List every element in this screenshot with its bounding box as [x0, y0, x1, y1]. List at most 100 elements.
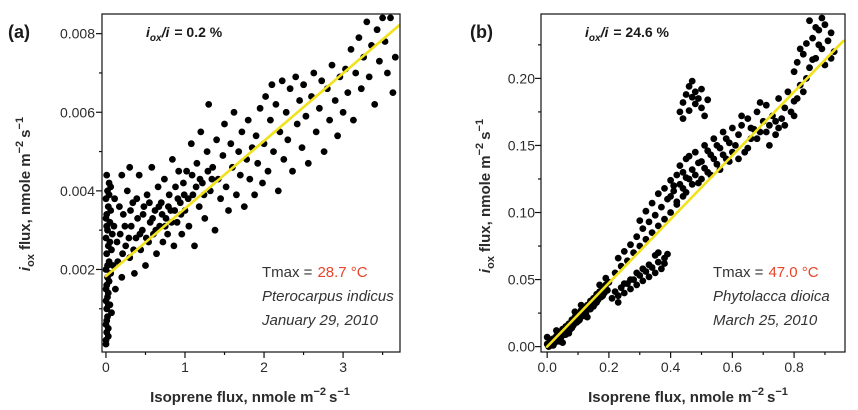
data-point: [154, 183, 162, 191]
data-point: [148, 163, 156, 171]
data-point: [191, 242, 198, 250]
data-point: [217, 195, 225, 203]
data-point: [812, 24, 820, 31]
data-point: [599, 292, 607, 300]
data-point: [614, 292, 622, 300]
data-point: [633, 233, 641, 241]
data-point: [102, 215, 110, 222]
data-point: [704, 147, 712, 155]
data-point: [262, 93, 269, 100]
data-point: [376, 57, 383, 65]
data-point: [111, 195, 118, 203]
data-point: [790, 68, 798, 76]
y-axis-label: iox flux, nmole m−2 s−1: [14, 117, 37, 271]
y-tick-label: 0.004: [60, 183, 95, 199]
data-point: [267, 116, 274, 124]
data-point: [310, 69, 318, 77]
data-point: [320, 148, 328, 156]
data-point: [756, 99, 764, 106]
y-axis-label-var-subscript: ox: [485, 255, 497, 269]
y-tick-label: 0.006: [60, 104, 95, 120]
data-point: [355, 34, 363, 41]
data-point: [292, 73, 300, 81]
data-point: [318, 77, 326, 85]
data-point: [178, 230, 186, 238]
data-point: [722, 135, 730, 143]
data-point: [102, 285, 110, 293]
data-point: [180, 179, 187, 187]
data-point: [799, 88, 807, 96]
data-point: [729, 124, 736, 132]
data-point: [827, 29, 835, 37]
x-axis-label: Isoprene flux, nmole m−2 s−1: [150, 386, 350, 406]
data-point: [701, 164, 708, 172]
data-point: [673, 171, 681, 179]
data-point: [158, 211, 166, 218]
data-point: [793, 95, 801, 102]
data-point: [685, 175, 693, 183]
x-axis-label-unit2: s: [767, 389, 775, 406]
data-point: [821, 21, 829, 29]
x-tick-label: 0.4: [661, 359, 681, 375]
y-tick-label: 0.15: [508, 137, 535, 153]
data-point: [679, 99, 687, 106]
data-point: [189, 191, 197, 199]
data-point: [103, 317, 111, 324]
data-point: [710, 155, 718, 163]
x-axis-label-exp2: −1: [337, 386, 350, 398]
data-point: [235, 148, 243, 156]
tmax-label: Tmax =: [262, 264, 313, 281]
tmax-annotation: Tmax = 28.7 °C: [262, 264, 368, 281]
data-point: [334, 132, 341, 140]
data-point: [352, 69, 360, 77]
data-point: [105, 277, 113, 285]
data-point: [328, 61, 336, 69]
data-point: [339, 108, 347, 116]
fit-line: [104, 23, 400, 278]
data-point: [373, 26, 381, 34]
x-axis-label-exp1: −2: [313, 386, 326, 398]
data-point: [651, 269, 659, 277]
y-tick-label: 0.10: [508, 205, 535, 221]
y-axis-label-text: flux, nmole m: [477, 155, 494, 252]
data-point: [108, 246, 115, 254]
data-point: [781, 104, 789, 112]
data-point: [565, 329, 573, 337]
data-point: [602, 274, 610, 282]
data-point: [155, 203, 163, 211]
data-point: [304, 159, 312, 167]
data-point: [667, 193, 674, 200]
panel-b: (b) iox/i = 24.6 % 0.000.050.100.150.200.…: [470, 13, 846, 406]
x-axis-label-text: Isoprene flux, nmole m: [588, 389, 751, 406]
data-point: [230, 108, 238, 116]
data-point: [211, 226, 219, 234]
y-axis-label-var-subscript: ox: [25, 253, 37, 267]
data-point: [698, 175, 705, 183]
data-point: [387, 14, 394, 22]
data-point: [796, 45, 804, 53]
data-point: [280, 156, 288, 163]
y-axis-label-unit2: s: [17, 129, 34, 137]
axes: 0.00 0.05 0.10 0.15 0.20 0.0 0.2 0.4 0.6 0.8: [508, 44, 826, 375]
y-axis-label-var: i: [477, 268, 494, 273]
data-point: [633, 269, 641, 277]
data-point: [219, 152, 227, 159]
data-point: [134, 215, 142, 222]
data-point: [264, 167, 272, 175]
data-point: [735, 131, 742, 139]
data-point: [213, 136, 221, 144]
data-point: [559, 339, 566, 346]
data-point: [824, 37, 832, 45]
data-point: [719, 128, 727, 136]
data-point: [799, 50, 807, 58]
data-point: [568, 324, 576, 332]
data-point: [107, 207, 115, 214]
tmax-label: Tmax =: [713, 264, 764, 281]
data-point: [347, 46, 355, 53]
data-point: [183, 167, 191, 175]
x-tick-label: 1: [181, 359, 189, 375]
ratio-value: = 24.6 %: [613, 24, 669, 40]
data-point: [391, 53, 399, 61]
plot-frame: [101, 13, 401, 353]
